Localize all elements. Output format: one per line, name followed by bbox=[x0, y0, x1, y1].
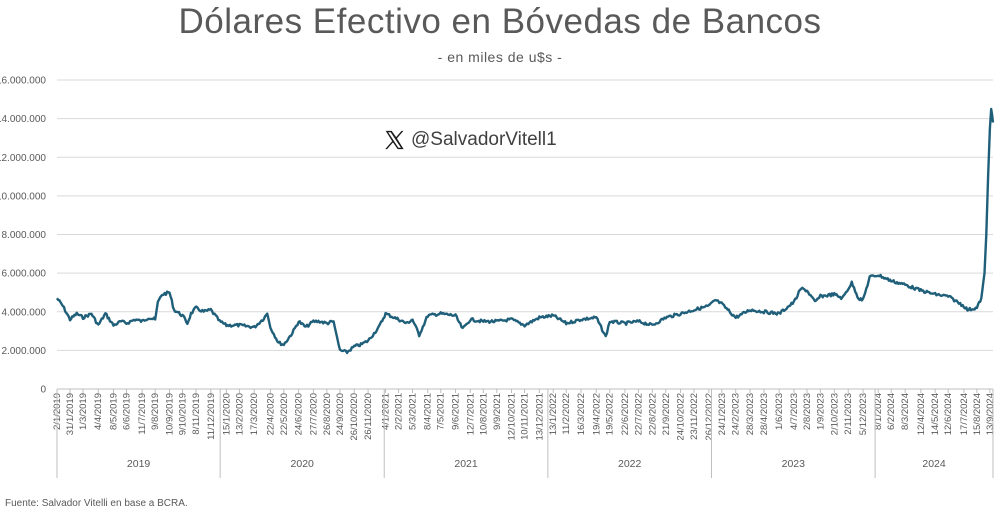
y-tick-label: 6.000.000 bbox=[2, 269, 47, 280]
x-tick-label: 5/3/2021 bbox=[407, 393, 418, 430]
x-tick-label: 10/11/2021 bbox=[520, 393, 531, 440]
chart-subtitle: - en miles de u$s - bbox=[437, 49, 563, 65]
x-tick-label: 9/9/2021 bbox=[492, 393, 503, 430]
x-tick-label: 8/11/2019 bbox=[191, 393, 202, 435]
x-tick-label: 24/2/2023 bbox=[731, 393, 742, 435]
x-tick-label: 22/7/2022 bbox=[633, 393, 644, 435]
y-tick-label: 2.000.000 bbox=[2, 346, 47, 357]
year-label: 2021 bbox=[454, 458, 478, 470]
y-axis: 0 2.000.000 4.000.000 6.000.000 8.000.000 10.… bbox=[0, 76, 46, 396]
x-tick-label: 6/6/2019 bbox=[121, 393, 132, 430]
x-tick-label: 22/8/2022 bbox=[647, 393, 658, 435]
x-tick-label: 8/5/2019 bbox=[108, 393, 119, 430]
x-tick-label: 26/11/2020 bbox=[363, 393, 374, 440]
year-label: 2023 bbox=[782, 458, 806, 470]
x-tick-label: 22/5/2020 bbox=[279, 393, 290, 435]
x-tick-label: 28/4/2023 bbox=[759, 393, 770, 435]
x-tick-label: 9/10/2019 bbox=[178, 393, 189, 435]
x-tick-label: 15/1/2020 bbox=[221, 393, 232, 435]
x-tick-label: 24/10/2022 bbox=[676, 393, 687, 441]
x-tick-label: 24/9/2020 bbox=[335, 393, 346, 435]
x-tick-label: 8/3/2024 bbox=[900, 393, 911, 430]
x-tick-label: 8/4/2021 bbox=[423, 393, 434, 430]
x-tick-label: 21/9/2022 bbox=[661, 393, 672, 435]
x-tick-label: 13/9/2024 bbox=[985, 393, 996, 435]
x-tick-label: 12/7/2021 bbox=[465, 393, 476, 435]
x-tick-label: 14/5/2024 bbox=[930, 393, 941, 435]
x-tick-label: 1/3/2019 bbox=[78, 393, 89, 430]
series-line bbox=[56, 107, 995, 355]
x-tick-label: 5/12/2023 bbox=[858, 393, 869, 435]
x-tick-label: 13/1/2022 bbox=[548, 393, 559, 435]
x-tick-label: 7/5/2021 bbox=[436, 393, 447, 430]
y-tick-label: 16.000.000 bbox=[0, 76, 46, 87]
x-tick-label: 12/4/2024 bbox=[916, 393, 927, 435]
x-tick-label: 9/6/2021 bbox=[451, 393, 462, 430]
x-tick-label: 4/4/2019 bbox=[93, 393, 104, 430]
x-tick-label: 1/6/2023 bbox=[774, 393, 785, 430]
x-tick-label: 6/2/2024 bbox=[886, 393, 897, 430]
x-tick-label: 12/10/2021 bbox=[507, 393, 518, 441]
x-tick-label: 17/3/2020 bbox=[249, 393, 260, 435]
x-tick-label: 13/12/2021 bbox=[534, 393, 545, 441]
y-tick-label: 8.000.000 bbox=[2, 230, 47, 241]
x-tick-label: 22/6/2022 bbox=[620, 393, 631, 435]
x-tick-label: 31/1/2019 bbox=[65, 393, 76, 435]
x-tick-label: 26/10/2020 bbox=[349, 393, 360, 441]
x-tick-label: 2/8/2023 bbox=[802, 393, 813, 430]
series-group bbox=[56, 107, 995, 355]
x-tick-label: 8/1/2024 bbox=[873, 393, 884, 430]
y-tick-label: 4.000.000 bbox=[2, 307, 47, 318]
x-tick-label: 10/9/2019 bbox=[165, 393, 176, 435]
gridlines bbox=[57, 79, 993, 351]
x-tick-label: 22/4/2020 bbox=[265, 393, 276, 435]
x-tick-label: 24/6/2020 bbox=[294, 393, 305, 435]
x-logo-icon bbox=[385, 130, 404, 150]
y-tick-label: 0 bbox=[40, 385, 46, 396]
source-note: Fuente: Salvador Vitelli en base a BCRA. bbox=[5, 498, 188, 509]
x-tick-label: 27/7/2020 bbox=[308, 393, 319, 435]
y-tick-label: 12.000.000 bbox=[0, 153, 46, 164]
x-tick-label: 2/10/2023 bbox=[829, 393, 840, 435]
x-axis: 2/1/201931/1/20191/3/20194/4/20198/5/201… bbox=[52, 388, 996, 478]
x-tick-label: 16/3/2022 bbox=[576, 393, 587, 435]
year-label: 2019 bbox=[127, 458, 151, 470]
x-tick-label: 15/8/2024 bbox=[972, 393, 983, 435]
watermark-handle: @SalvadorVitell1 bbox=[411, 129, 557, 150]
x-tick-label: 11/2/2022 bbox=[561, 393, 572, 435]
x-tick-label: 11/7/2019 bbox=[137, 393, 148, 435]
x-tick-label: 26/12/2022 bbox=[704, 393, 715, 441]
x-tick-label: 23/11/2022 bbox=[689, 393, 700, 440]
x-tick-label: 19/5/2022 bbox=[605, 393, 616, 435]
watermark: @SalvadorVitell1 bbox=[383, 129, 557, 151]
x-tick-label: 28/3/2023 bbox=[745, 393, 756, 435]
x-tick-label: 4/7/2023 bbox=[789, 393, 800, 430]
x-tick-label: 9/8/2019 bbox=[150, 393, 161, 430]
x-tick-label: 11/12/2019 bbox=[206, 393, 217, 440]
year-label: 2020 bbox=[291, 458, 315, 470]
y-tick-label: 10.000.000 bbox=[0, 191, 46, 202]
x-tick-label: 4/1/2021 bbox=[381, 393, 392, 430]
x-tick-label: 10/8/2021 bbox=[478, 393, 489, 435]
chart-title: Dólares Efectivo en Bóvedas de Bancos bbox=[178, 2, 822, 41]
y-tick-label: 14.000.000 bbox=[0, 114, 46, 125]
year-label: 2022 bbox=[618, 458, 642, 470]
x-tick-label: 2/2/2021 bbox=[394, 393, 405, 430]
x-tick-label: 24/1/2023 bbox=[717, 393, 728, 435]
year-label: 2024 bbox=[922, 458, 946, 470]
x-tick-label: 26/8/2020 bbox=[322, 393, 333, 435]
x-tick-label: 1/9/2023 bbox=[815, 393, 826, 430]
x-tick-label: 12/6/2024 bbox=[943, 393, 954, 435]
x-tick-label: 13/2/2020 bbox=[234, 393, 245, 435]
x-tick-label: 2/11/2023 bbox=[843, 393, 854, 435]
x-tick-label: 17/7/2024 bbox=[959, 393, 970, 435]
x-tick-label: 19/4/2022 bbox=[591, 393, 602, 435]
